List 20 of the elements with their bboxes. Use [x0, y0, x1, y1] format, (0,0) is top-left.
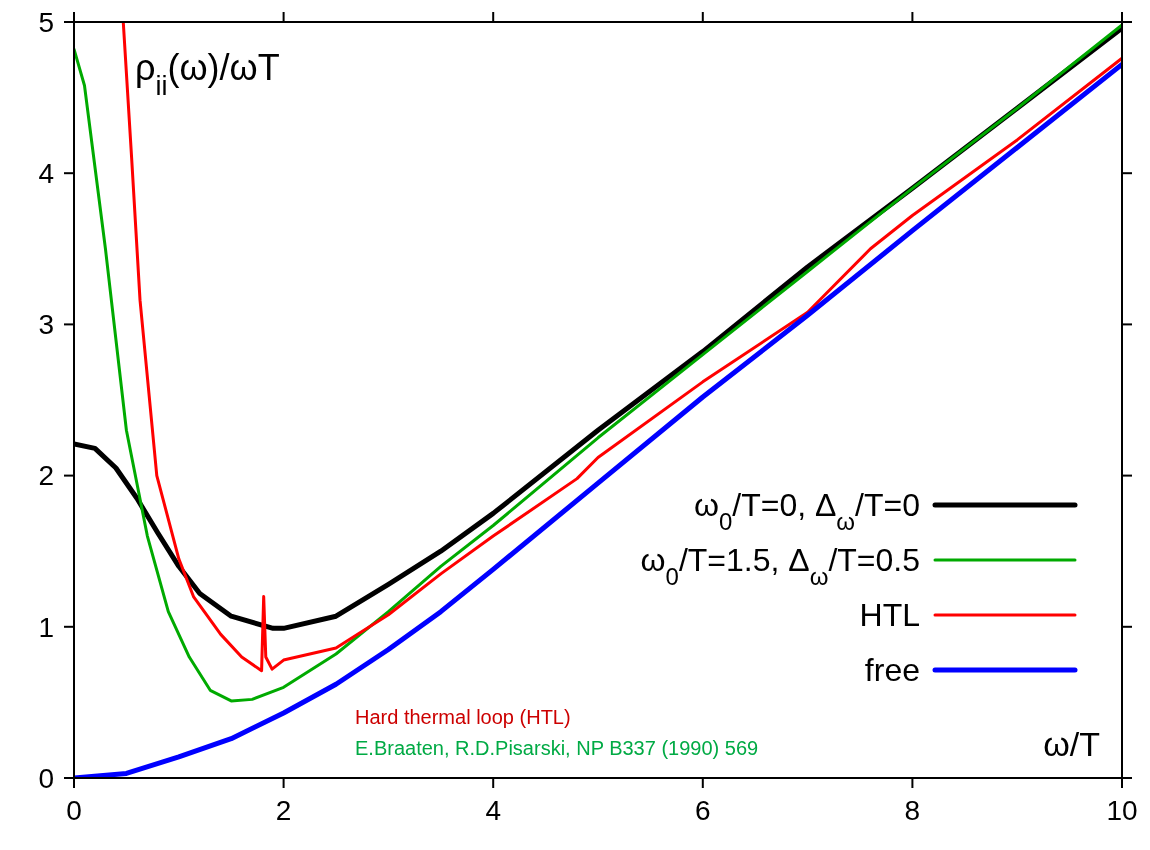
x-tick-label: 0	[66, 795, 82, 826]
legend-label: HTL	[859, 597, 920, 634]
x-tick-label: 10	[1106, 795, 1138, 826]
y-axis-title: ρ$_{ii}$(ω)/ωT	[135, 47, 280, 101]
y-tick-label: 0	[38, 762, 54, 794]
legend-label: ω$_{0}$/T=1.5, Δ$_{ω}$/T=0.5	[640, 542, 920, 590]
annotation: E.Braaten, R.D.Pisarski, NP B337 (1990) 569	[355, 737, 759, 759]
y-tick-label: 4	[38, 158, 54, 189]
y-tick-label: 1	[38, 611, 54, 643]
x-tick-label: 6	[695, 795, 711, 826]
x-axis-title: ω/T	[1043, 725, 1100, 763]
y-tick-label: 2	[38, 460, 54, 492]
legend-label: ω$_{0}$/T=0, Δ$_{ω}$/T=0	[693, 487, 920, 535]
x-tick-label: 4	[485, 795, 501, 826]
y-tick-label: 5	[38, 6, 54, 38]
y-tick-label: 3	[38, 309, 54, 341]
legend-label: free	[864, 652, 920, 689]
annotation: Hard thermal loop (HTL)	[355, 706, 571, 728]
x-tick-label: 2	[275, 795, 292, 826]
x-tick-label: 8	[904, 795, 921, 826]
